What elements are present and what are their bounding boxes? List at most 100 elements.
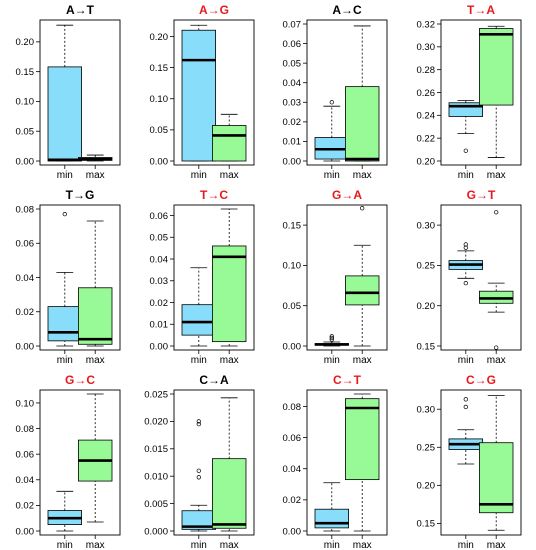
y-tick-label: 0.30 <box>417 405 436 416</box>
x-tick-label: max <box>86 170 105 181</box>
x-tick-label: min <box>324 540 340 550</box>
y-tick-label: 0.25 <box>417 261 436 272</box>
box-max <box>211 245 247 343</box>
outlier-point <box>360 206 365 211</box>
y-tick-label: 0.04 <box>16 273 35 284</box>
panel-title: C→T <box>333 373 362 387</box>
x-tick-label: max <box>487 355 506 366</box>
box-min <box>47 306 82 342</box>
plot-frame <box>440 389 522 536</box>
y-tick-label: 0.06 <box>16 239 35 250</box>
y-tick-label: 0.05 <box>150 233 169 244</box>
y-tick-label: 0.005 <box>144 499 168 510</box>
outlier-point <box>463 404 468 410</box>
y-tick-label: 0.05 <box>150 125 169 136</box>
panel-title: T→C <box>200 188 228 202</box>
x-tick-label: min <box>191 355 207 366</box>
y-tick-label: 0.00 <box>16 341 35 352</box>
x-tick-label: min <box>324 355 340 366</box>
y-tick-label: 0.04 <box>16 475 35 486</box>
y-tick-label: 0.00 <box>283 156 302 167</box>
y-tick-label: 0.01 <box>283 137 302 148</box>
box-max <box>478 28 514 106</box>
box-max <box>344 398 380 481</box>
y-tick-label: 0.15 <box>16 67 35 78</box>
panel-title: T→G <box>66 188 95 202</box>
outlier-point <box>463 397 468 402</box>
y-tick-label: 0.04 <box>283 464 302 475</box>
y-tick-label: 0.08 <box>16 204 35 215</box>
x-tick-label: max <box>220 540 239 550</box>
y-tick-label: 0.08 <box>16 424 35 435</box>
box-min <box>181 304 216 336</box>
y-tick-label: 0.015 <box>144 444 168 455</box>
y-tick-label: 0.02 <box>150 298 169 309</box>
x-tick-label: max <box>353 540 372 550</box>
y-tick-label: 0.05 <box>283 301 302 312</box>
y-tick-label: 0.010 <box>144 472 168 483</box>
y-tick-label: 0.06 <box>150 211 169 222</box>
y-tick-label: 0.10 <box>150 94 169 105</box>
y-tick-label: 0.20 <box>16 37 35 48</box>
panel-title: C→A <box>199 373 229 387</box>
y-tick-label: 0.06 <box>16 449 35 460</box>
box-min <box>314 508 349 529</box>
y-tick-label: 0.30 <box>417 42 436 53</box>
outlier-point <box>463 280 468 286</box>
y-tick-label: 0.05 <box>283 58 302 69</box>
outlier-point <box>196 421 201 427</box>
box-min <box>47 66 82 162</box>
box-max <box>78 287 113 345</box>
y-tick-label: 0.00 <box>16 526 35 537</box>
outlier-point <box>494 345 499 350</box>
y-tick-label: 0.20 <box>417 156 436 167</box>
panel-title: G→C <box>65 373 95 387</box>
outlier-point <box>463 242 468 247</box>
x-tick-label: min <box>458 540 474 550</box>
y-tick-label: 0.22 <box>417 133 436 144</box>
y-tick-label: 0.020 <box>144 417 168 428</box>
x-tick-label: min <box>191 170 207 181</box>
y-tick-label: 0.00 <box>150 341 169 352</box>
plot-frame <box>173 204 255 351</box>
y-tick-label: 0.08 <box>283 402 302 413</box>
panel-title: T→A <box>467 3 495 17</box>
x-tick-label: max <box>220 355 239 366</box>
y-tick-label: 0.26 <box>417 88 436 99</box>
outlier-point <box>463 245 468 250</box>
y-tick-label: 0.15 <box>417 341 436 352</box>
y-tick-label: 0.00 <box>16 156 35 167</box>
box-max <box>344 86 380 162</box>
panel-title: A→T <box>66 3 95 17</box>
box-min <box>448 102 483 117</box>
y-tick-label: 0.10 <box>283 261 302 272</box>
y-tick-label: 0.02 <box>283 495 302 506</box>
y-tick-label: 0.25 <box>417 443 436 454</box>
x-tick-label: min <box>57 170 73 181</box>
y-tick-label: 0.03 <box>283 98 302 109</box>
x-tick-label: min <box>191 540 207 550</box>
y-tick-label: 0.06 <box>283 433 302 444</box>
plot-frame <box>440 204 522 351</box>
outlier-point <box>62 211 67 217</box>
y-tick-label: 0.03 <box>150 276 169 287</box>
y-tick-label: 0.30 <box>417 220 436 231</box>
y-tick-label: 0.05 <box>16 127 35 138</box>
x-tick-label: min <box>57 355 73 366</box>
y-tick-label: 0.15 <box>283 220 302 231</box>
plot-frame <box>173 389 255 536</box>
panel-title: G→T <box>467 188 496 202</box>
y-tick-label: 0.15 <box>417 519 436 530</box>
box-max <box>344 275 380 306</box>
plot-frame <box>306 19 388 166</box>
plot-frame <box>173 19 255 166</box>
y-tick-label: 0.24 <box>417 111 436 122</box>
y-tick-label: 0.01 <box>150 320 169 331</box>
y-tick-label: 0.00 <box>283 526 302 537</box>
y-tick-label: 0.02 <box>16 501 35 512</box>
box-min <box>181 29 216 162</box>
outlier-point <box>463 148 468 153</box>
y-tick-label: 0.28 <box>417 65 436 76</box>
x-tick-label: min <box>324 170 340 181</box>
